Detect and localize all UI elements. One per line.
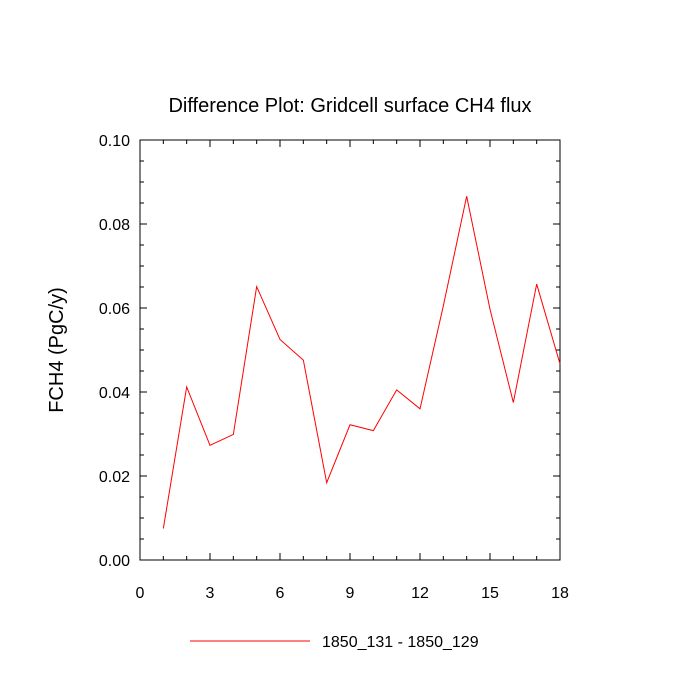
legend-entry-label: 1850_131 - 1850_129 — [322, 634, 479, 651]
x-tick-label: 6 — [276, 585, 285, 602]
series-layer — [162, 196, 561, 529]
x-tick-label: 3 — [206, 585, 215, 602]
y-tick-label: 0.04 — [99, 385, 130, 402]
y-tick-label: 0.02 — [99, 469, 130, 486]
x-tick-label: 9 — [346, 585, 355, 602]
x-tick-label: 18 — [551, 585, 569, 602]
y-tick-label: 0.06 — [99, 301, 130, 318]
x-tick-label: 0 — [136, 585, 145, 602]
tick-labels: 0 3 6 9 12 15 18 0.00 0.02 0.04 0.06 0.08 0.10 — [99, 133, 569, 602]
y-tick-label: 0.08 — [99, 217, 130, 234]
x-tick-label: 15 — [481, 585, 499, 602]
legend: 1850_131 - 1850_129 — [190, 634, 479, 651]
y-tick-label: 0.10 — [99, 133, 130, 150]
y-tick-label: 0.00 — [99, 553, 130, 570]
y-axis-label: FCH4 (PgC/y) — [46, 287, 68, 413]
plot-frame — [139, 139, 561, 561]
chart-title: Difference Plot: Gridcell surface CH4 fl… — [168, 95, 531, 117]
series-line — [162, 196, 561, 529]
x-tick-label: 12 — [411, 585, 429, 602]
axis-ticks — [139, 139, 561, 561]
